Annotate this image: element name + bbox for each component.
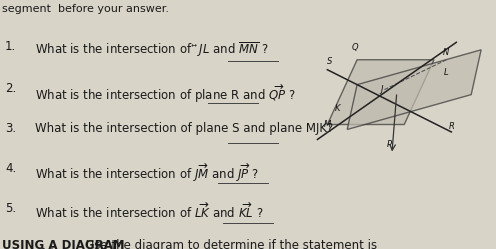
Polygon shape	[347, 50, 481, 129]
Text: What is the intersection of plane R and $\overrightarrow{QP}$ ?: What is the intersection of plane R and …	[35, 82, 296, 105]
Text: What is the intersection of $\overrightarrow{JM}$ and $\overrightarrow{JP}$ ?: What is the intersection of $\overrighta…	[35, 162, 259, 185]
Text: S: S	[327, 57, 332, 65]
Text: true: true	[2, 248, 27, 249]
Text: or: or	[27, 248, 47, 249]
Text: .: .	[63, 248, 67, 249]
Text: M: M	[324, 120, 331, 129]
Text: R: R	[448, 123, 454, 131]
Text: N: N	[443, 48, 449, 57]
Text: What is the intersection of $\overleftrightarrow{JL}$ and $\overline{MN}$ ?: What is the intersection of $\overleftri…	[35, 40, 268, 59]
Text: What is the intersection of plane S and plane MJK?: What is the intersection of plane S and …	[35, 122, 333, 135]
Text: What is the intersection of $\overrightarrow{LK}$ and $\overrightarrow{KL}$ ?: What is the intersection of $\overrighta…	[35, 202, 263, 221]
Text: P: P	[387, 140, 392, 149]
Text: 3.: 3.	[5, 122, 16, 135]
Text: K: K	[334, 104, 340, 113]
Text: Use the diagram to determine if the statement is: Use the diagram to determine if the stat…	[82, 239, 377, 249]
Text: Q: Q	[351, 43, 358, 52]
Text: J: J	[380, 85, 383, 94]
Text: L: L	[444, 68, 449, 77]
Text: USING A DIAGRAM: USING A DIAGRAM	[2, 239, 125, 249]
Text: false: false	[39, 248, 66, 249]
Text: 4.: 4.	[5, 162, 16, 175]
Text: 1.: 1.	[5, 40, 16, 53]
Text: 2.: 2.	[5, 82, 16, 95]
Text: 5.: 5.	[5, 202, 16, 215]
Polygon shape	[327, 60, 434, 124]
Text: segment  before your answer.: segment before your answer.	[2, 4, 170, 14]
